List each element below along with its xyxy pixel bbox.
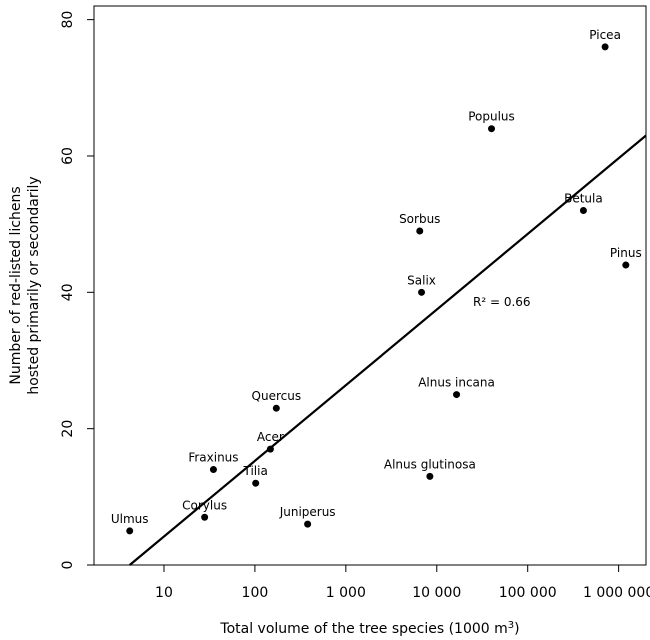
point-label: Alnus incana xyxy=(418,376,495,390)
point-label: Betula xyxy=(564,192,603,206)
data-point xyxy=(418,288,426,296)
y-tick-label: 20 xyxy=(60,420,76,438)
x-axis-title-suffix: ) xyxy=(514,621,519,637)
x-tick-label: 10 xyxy=(155,585,173,601)
point-label: Pinus xyxy=(610,246,642,260)
trendline-group xyxy=(129,134,647,566)
point-label: Juniperus xyxy=(279,505,336,519)
data-point xyxy=(453,391,461,399)
y-tick-label: 0 xyxy=(60,561,76,570)
data-point xyxy=(252,479,260,487)
data-point xyxy=(266,445,274,453)
point-label: Sorbus xyxy=(399,212,440,226)
point-label: Alnus glutinosa xyxy=(384,457,476,471)
point-label: Corylus xyxy=(182,498,227,512)
points-group: Ulmus Corylus Fraxinus Tilia Acer Quercus Juni… xyxy=(111,28,642,535)
point-label: Acer xyxy=(257,430,284,444)
data-point xyxy=(201,513,209,521)
y-tick-label: 40 xyxy=(60,283,76,301)
x-tick-label: 100 000 xyxy=(499,585,557,601)
x-tick-label: 100 xyxy=(242,585,269,601)
data-point xyxy=(622,261,630,269)
point-label: Salix xyxy=(407,273,436,287)
data-point xyxy=(209,466,217,474)
y-tick-label: 80 xyxy=(60,11,76,29)
y-axis-title-line-1: Number of red-listed lichens xyxy=(8,186,24,384)
point-label: Ulmus xyxy=(111,512,149,526)
data-point xyxy=(304,520,312,528)
x-tick-label: 1 000 000 xyxy=(583,585,650,601)
point-label: Fraxinus xyxy=(188,451,238,465)
data-point xyxy=(416,227,424,235)
y-tick-label: 60 xyxy=(60,147,76,165)
axes: 10 100 1 000 10 000 100 000 1 000 000 0 20 40 60 8… xyxy=(60,5,650,601)
trendline xyxy=(129,134,647,566)
point-label: Tilia xyxy=(243,464,268,478)
point-label: Quercus xyxy=(252,389,302,403)
data-point xyxy=(426,472,434,480)
data-point xyxy=(488,125,496,133)
x-axis-title-sup: 3 xyxy=(508,620,514,631)
data-point xyxy=(272,404,280,412)
data-point xyxy=(601,43,609,51)
data-point xyxy=(579,207,587,215)
r-squared-annotation: R² = 0.66 xyxy=(473,295,531,309)
data-point xyxy=(126,527,134,535)
y-axis-title-line-2: hosted primarily or secondarily xyxy=(26,176,42,394)
x-axis-title: Total volume of the tree species (1000 m… xyxy=(219,620,519,638)
x-tick-label: 1 000 xyxy=(326,585,366,601)
plot-frame xyxy=(93,5,647,566)
point-label: Picea xyxy=(589,28,621,42)
x-tick-label: 10 000 xyxy=(412,585,461,601)
point-label: Populus xyxy=(468,110,515,124)
x-axis-title-main: Total volume of the tree species (1000 m xyxy=(219,621,507,637)
